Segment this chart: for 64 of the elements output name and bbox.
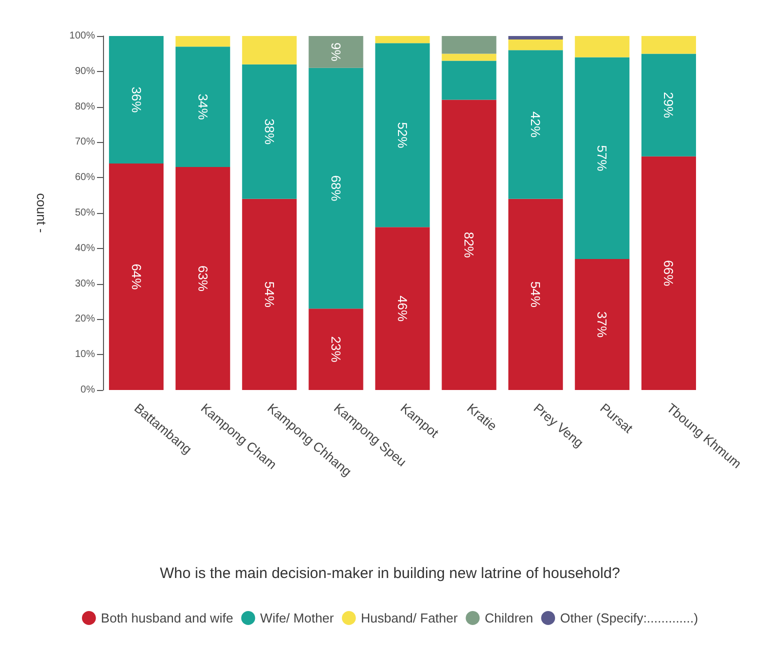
data-label: 37% — [594, 311, 610, 338]
bar — [176, 36, 230, 47]
bar — [508, 36, 563, 40]
bar — [108, 163, 164, 390]
legend-label: Other (Specify:.............) — [560, 610, 698, 626]
data-label: 63% — [195, 265, 210, 292]
data-label: 68% — [328, 175, 344, 202]
data-label: 64% — [128, 264, 144, 290]
data-label: 23% — [328, 336, 344, 363]
y-tick-label: 40% — [74, 242, 96, 254]
data-label: 54% — [262, 281, 277, 308]
data-label: 42% — [528, 111, 544, 138]
data-label: 57% — [594, 145, 610, 172]
data-label: 38% — [262, 118, 277, 146]
bar — [574, 57, 630, 260]
bar — [176, 46, 230, 167]
y-tick-label: 70% — [74, 136, 96, 148]
data-label: 29% — [661, 92, 676, 118]
y-tick-label: 50% — [74, 208, 96, 218]
data-label: 54% — [528, 281, 544, 308]
bar — [242, 64, 297, 199]
bar — [641, 36, 696, 54]
bar — [641, 54, 696, 156]
bar — [442, 36, 496, 54]
y-tick-label: 80% — [74, 101, 96, 112]
bar — [375, 36, 430, 44]
y-tick-label: 10% — [74, 349, 96, 360]
bar — [242, 36, 297, 64]
bar — [508, 40, 563, 50]
data-label: 36% — [128, 86, 144, 114]
legend-title: Who is the main decision-maker in building new latrine of household? — [160, 565, 620, 582]
y-tick-label: 100% — [69, 30, 96, 42]
legend-label: Children — [484, 610, 534, 626]
bar — [242, 198, 297, 390]
bar — [308, 36, 364, 68]
bar — [442, 60, 496, 100]
y-tick-label: 30% — [74, 278, 96, 290]
data-label: 52% — [395, 122, 410, 149]
bar — [574, 36, 630, 58]
y-axis-title: count - — [34, 193, 49, 233]
data-label: 46% — [395, 296, 410, 322]
y-tick-label: 90% — [74, 66, 96, 77]
data-label: 66% — [661, 260, 676, 287]
data-label: 9% — [328, 42, 344, 62]
data-label: 34% — [195, 94, 210, 120]
data-label: 82% — [462, 232, 477, 258]
bar — [442, 100, 496, 390]
bar — [574, 259, 630, 390]
bar — [375, 43, 430, 228]
y-tick-label: 20% — [74, 314, 96, 325]
legend-label: Husband/ Father — [360, 610, 458, 626]
bar — [375, 227, 430, 390]
legend-label: Both husband and wife — [100, 610, 234, 626]
y-tick-label: 0% — [80, 384, 96, 396]
bar — [641, 156, 696, 390]
bar — [508, 198, 563, 390]
bar — [108, 36, 164, 164]
bar — [442, 54, 496, 61]
bar — [308, 68, 364, 309]
bar — [508, 50, 563, 199]
y-tick-label: 60% — [74, 172, 96, 184]
bar — [176, 166, 230, 390]
legend-label: Wife/ Mother — [260, 610, 335, 626]
bar — [308, 308, 364, 390]
